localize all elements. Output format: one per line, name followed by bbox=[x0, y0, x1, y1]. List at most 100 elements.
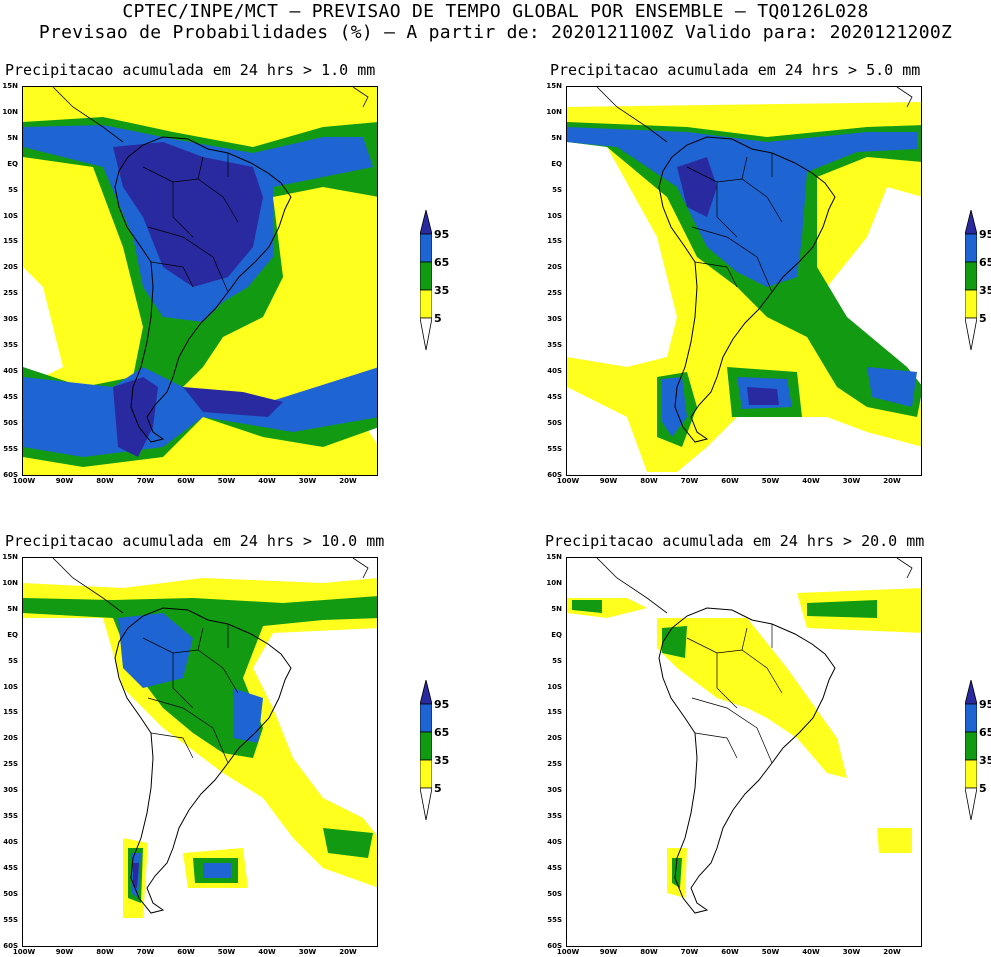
legend-level-label: 65 bbox=[434, 726, 450, 739]
lat-tick-label: 45S bbox=[547, 392, 562, 401]
lat-tick-label: 5S bbox=[552, 185, 562, 194]
country-border bbox=[694, 732, 738, 759]
panel-4-legend: 95 65 35 5 bbox=[964, 679, 991, 824]
legend-level-label: 95 bbox=[434, 228, 450, 241]
legend-colorbar bbox=[419, 209, 433, 351]
lon-tick-label: 20W bbox=[339, 477, 357, 485]
lat-tick-label: 15N bbox=[546, 82, 562, 90]
lon-tick-label: 80W bbox=[640, 477, 658, 485]
lon-tick-label: 30W bbox=[298, 477, 317, 485]
legend-level-label: 35 bbox=[434, 754, 450, 767]
panel-1-legend: 95 65 35 5 bbox=[419, 209, 460, 354]
legend-level-label: 5 bbox=[979, 782, 987, 795]
lat-tick-label: EQ bbox=[7, 159, 18, 168]
precip-probability-field bbox=[567, 558, 921, 914]
country-border bbox=[741, 627, 748, 651]
legend-swatch bbox=[419, 759, 433, 789]
legend-level-label: 65 bbox=[434, 256, 450, 269]
country-border bbox=[147, 697, 229, 764]
panel-3-title: Precipitacao acumulada em 24 hrs > 10.0 … bbox=[5, 532, 385, 550]
lat-tick-label: 50S bbox=[3, 889, 18, 898]
country-border bbox=[716, 653, 738, 709]
lon-tick-label: 90W bbox=[599, 948, 618, 956]
lat-tick-label: 30S bbox=[3, 786, 18, 795]
legend-arrow-top bbox=[964, 209, 978, 235]
country-border bbox=[691, 697, 773, 764]
country-border bbox=[147, 226, 229, 293]
lat-tick-label: 50S bbox=[3, 418, 18, 427]
coastline-central-america bbox=[596, 87, 668, 143]
lon-tick-label: 80W bbox=[96, 948, 114, 956]
coastline bbox=[658, 607, 836, 914]
legend-level-label: 35 bbox=[434, 284, 450, 297]
coastline-central-america bbox=[52, 558, 124, 614]
coastline-caribbean bbox=[352, 87, 369, 108]
lon-tick-label: 40W bbox=[258, 477, 276, 485]
legend-level-label: 5 bbox=[434, 312, 442, 325]
lat-tick-label: 5S bbox=[552, 656, 562, 665]
figure-title-line-2: Previsao de Probabilidades (%) – A parti… bbox=[38, 22, 953, 43]
probability-area-yellow bbox=[23, 578, 377, 918]
coastline bbox=[658, 136, 836, 443]
lon-tick-label: 60W bbox=[177, 477, 195, 485]
precip-probability-field bbox=[567, 87, 921, 472]
country-border bbox=[741, 156, 748, 180]
lat-tick-label: 55S bbox=[547, 444, 562, 453]
lat-tick-label: EQ bbox=[551, 159, 562, 168]
lat-tick-label: 10N bbox=[2, 578, 18, 587]
legend-swatch bbox=[964, 233, 978, 263]
probability-area-green bbox=[23, 596, 377, 903]
country-border bbox=[150, 261, 194, 288]
country-border bbox=[172, 653, 194, 709]
lon-tick-label: 100W bbox=[12, 477, 36, 485]
lat-tick-label: 10N bbox=[2, 107, 18, 116]
lat-tick-label: EQ bbox=[551, 630, 562, 639]
lon-tick-label: 50W bbox=[217, 477, 236, 485]
lat-tick-label: 25S bbox=[547, 760, 562, 769]
lat-tick-label: 10S bbox=[547, 682, 562, 691]
lat-tick-label: 60S bbox=[547, 941, 562, 950]
lon-tick-label: 40W bbox=[258, 948, 276, 956]
coastline-central-america bbox=[52, 87, 124, 143]
panel-4-map bbox=[566, 557, 922, 947]
country-border bbox=[172, 182, 194, 238]
legend-swatch bbox=[419, 731, 433, 761]
lon-tick-label: 50W bbox=[217, 948, 236, 956]
coastline-caribbean bbox=[352, 558, 369, 579]
legend-colorbar bbox=[964, 679, 978, 821]
legend-arrow-bottom bbox=[964, 317, 978, 351]
lat-tick-label: 20S bbox=[3, 734, 18, 743]
lat-tick-label: 5S bbox=[8, 185, 18, 194]
lat-tick-label: 40S bbox=[3, 837, 18, 846]
lat-tick-label: 60S bbox=[3, 941, 18, 950]
lat-tick-label: 35S bbox=[3, 341, 18, 349]
lat-tick-label: 15S bbox=[3, 708, 18, 717]
precip-probability-field bbox=[23, 87, 377, 475]
lat-tick-label: 60S bbox=[3, 470, 18, 479]
lon-tick-label: 100W bbox=[556, 948, 580, 956]
precip-probability-field bbox=[23, 558, 377, 918]
lon-tick-label: 30W bbox=[842, 477, 861, 485]
probability-area-yellow bbox=[567, 588, 921, 898]
lon-tick-label: 50W bbox=[761, 477, 780, 485]
lat-tick-label: 40S bbox=[3, 366, 18, 375]
lat-tick-label: 30S bbox=[3, 315, 18, 324]
coastline bbox=[114, 607, 292, 914]
lat-tick-label: 5N bbox=[551, 604, 562, 613]
legend-arrow-top bbox=[419, 209, 433, 235]
lat-tick-label: 25S bbox=[547, 289, 562, 298]
lat-tick-label: 15S bbox=[3, 237, 18, 246]
lat-tick-label: 45S bbox=[547, 863, 562, 872]
coastline bbox=[114, 136, 292, 443]
panel-4-title: Precipitacao acumulada em 24 hrs > 20.0 … bbox=[545, 532, 925, 550]
lon-tick-label: 40W bbox=[802, 477, 820, 485]
legend-arrow-bottom bbox=[964, 787, 978, 821]
panel-1-title: Precipitacao acumulada em 24 hrs > 1.0 m… bbox=[5, 61, 376, 79]
panel-1-map bbox=[22, 86, 378, 476]
country-border bbox=[716, 182, 738, 238]
lon-tick-label: 100W bbox=[12, 948, 36, 956]
legend-arrow-bottom bbox=[419, 787, 433, 821]
lat-tick-label: 10S bbox=[3, 211, 18, 220]
lon-tick-label: 60W bbox=[721, 948, 739, 956]
lat-tick-label: 15S bbox=[547, 708, 562, 717]
